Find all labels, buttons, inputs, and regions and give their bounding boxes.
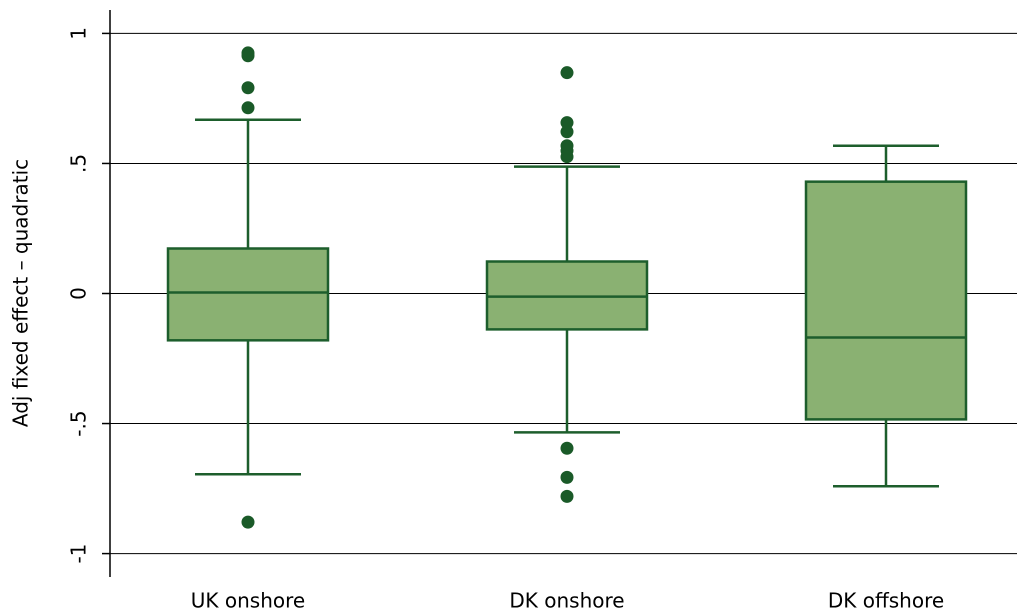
- x-tick-label: UK onshore: [191, 589, 305, 613]
- y-tick-label: 0: [67, 287, 91, 300]
- y-tick-label: -.5: [67, 410, 91, 436]
- y-axis-label: Adj fixed effect – quadratic: [9, 159, 33, 427]
- outlier: [560, 150, 574, 164]
- outlier: [560, 66, 574, 80]
- outlier: [560, 470, 574, 484]
- outlier: [560, 489, 574, 503]
- box: [804, 180, 968, 421]
- outlier: [241, 515, 255, 529]
- x-tick-label: DK onshore: [509, 589, 624, 613]
- box: [166, 247, 330, 342]
- outlier: [560, 441, 574, 455]
- outlier: [241, 81, 255, 95]
- outlier: [560, 116, 574, 130]
- y-tick-label: -1: [67, 544, 91, 564]
- outlier: [241, 49, 255, 63]
- y-tick-label: .5: [67, 154, 91, 173]
- y-tick-label: 1: [67, 27, 91, 40]
- x-tick-label: DK offshore: [828, 589, 944, 613]
- outlier: [241, 101, 255, 115]
- outlier: [560, 125, 574, 139]
